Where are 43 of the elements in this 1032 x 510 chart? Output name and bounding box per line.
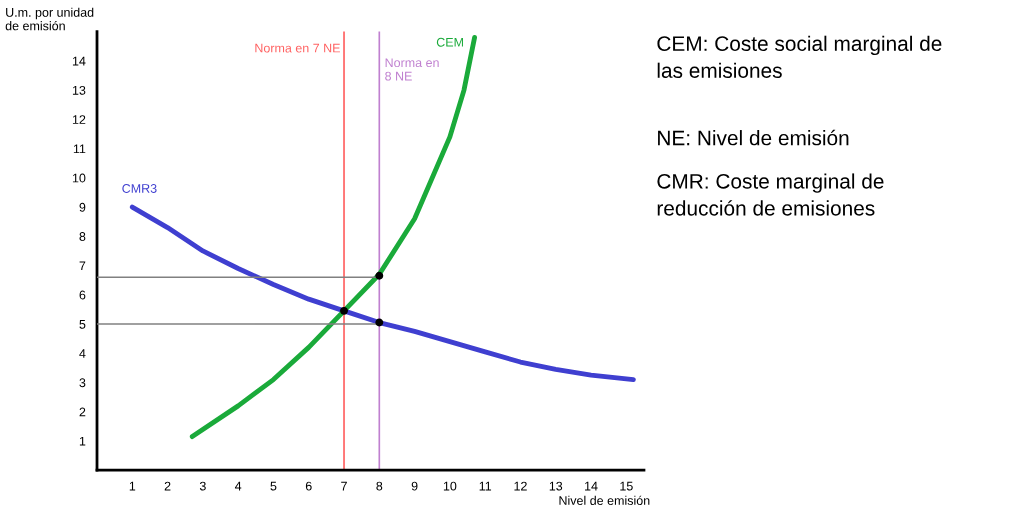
x-tick-label: 8 xyxy=(376,481,383,491)
y-tick-label: 7 xyxy=(79,261,86,271)
x-axis-title: Nivel de emisión xyxy=(559,495,650,505)
y-tick-label: 6 xyxy=(79,290,86,300)
x-tick-label: 5 xyxy=(270,481,277,491)
x-tick-label: 12 xyxy=(514,481,527,491)
y-axis-title: U.m. por unidad de emisión xyxy=(5,7,94,31)
y-tick-label: 11 xyxy=(73,144,86,154)
y-tick-label: 8 xyxy=(79,232,86,241)
y-tick-label: 13 xyxy=(72,85,86,95)
y-tick-label: 12 xyxy=(72,115,86,124)
point xyxy=(340,306,348,315)
line-series xyxy=(129,204,636,383)
x-tick-label: 9 xyxy=(411,481,418,491)
point xyxy=(375,318,384,327)
text: CMR: Coste marginal de reducción de emisiones xyxy=(657,173,884,216)
y-tick-label: 5 xyxy=(79,319,86,329)
ref-line-label: Norma en 8 NE xyxy=(385,58,439,81)
x-tick-label: 15 xyxy=(620,481,633,491)
x-tick-label: 4 xyxy=(234,481,242,491)
line-series xyxy=(189,35,478,440)
y-tick-label: 4 xyxy=(79,349,86,358)
text: CEM: Coste social marginal de las emisiones xyxy=(657,35,942,78)
x-tick-label: 11 xyxy=(479,481,492,491)
x-tick-label: 13 xyxy=(549,481,563,491)
y-tick-label: 3 xyxy=(79,378,86,388)
ref-line-label: Norma en 7 NE xyxy=(255,43,340,53)
x-tick-label: 14 xyxy=(585,481,598,491)
x-tick-label: 1 xyxy=(129,481,136,491)
y-tick-label: 14 xyxy=(72,56,86,66)
x-tick-label: 6 xyxy=(305,481,312,491)
x-tick-label: 10 xyxy=(443,481,457,491)
y-tick-label: 1 xyxy=(79,436,86,446)
series-label: CEM xyxy=(436,37,463,47)
text: NE: Nivel de emisión xyxy=(658,129,849,146)
point xyxy=(375,271,384,280)
y-tick-label: 9 xyxy=(79,202,86,212)
x-tick-label: 7 xyxy=(341,481,347,491)
x-tick-label: 3 xyxy=(199,481,206,491)
series-label: CMR3 xyxy=(122,184,157,193)
y-tick-label: 2 xyxy=(79,407,86,417)
x-tick-label: 2 xyxy=(164,481,171,491)
y-tick-label: 10 xyxy=(72,173,86,183)
